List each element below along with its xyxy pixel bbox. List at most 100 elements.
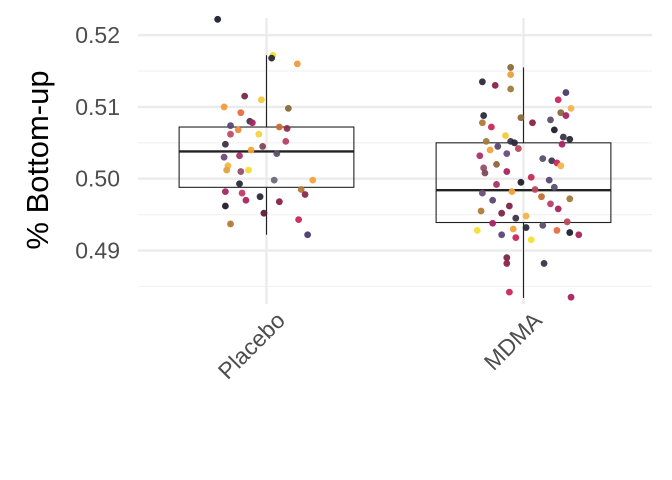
data-point — [493, 181, 500, 188]
data-point — [547, 200, 554, 208]
data-point — [304, 231, 312, 239]
data-point — [540, 260, 548, 267]
y-axis-ticks: 0.49 0.50 0.51 0.52 — [75, 22, 120, 263]
data-point — [503, 168, 511, 175]
data-point — [237, 109, 245, 117]
data-point — [503, 150, 511, 157]
data-point — [566, 195, 574, 203]
data-point — [295, 216, 303, 224]
data-point — [476, 152, 484, 160]
data-point — [282, 137, 290, 145]
data-point — [538, 193, 545, 201]
data-point — [259, 143, 267, 150]
data-point — [548, 157, 556, 165]
data-point — [566, 135, 574, 143]
data-point — [478, 189, 486, 197]
data-point — [554, 96, 562, 104]
data-point — [547, 116, 554, 124]
data-point — [505, 288, 513, 296]
data-point — [284, 104, 292, 112]
x-tick-label: MDMA — [479, 307, 548, 376]
data-point — [550, 126, 558, 134]
data-point — [529, 119, 536, 127]
data-point — [482, 137, 490, 145]
data-point — [309, 176, 317, 184]
data-point — [477, 207, 485, 215]
data-point — [554, 205, 562, 213]
data-point — [512, 234, 520, 241]
data-point — [508, 188, 516, 196]
data-point — [503, 260, 511, 267]
data-point — [268, 54, 276, 62]
data-point — [539, 155, 547, 163]
data-point — [567, 104, 575, 112]
data-point — [473, 227, 481, 234]
data-point — [575, 231, 583, 239]
data-point — [257, 96, 265, 104]
data-point — [301, 191, 309, 198]
data-point — [567, 293, 575, 301]
data-point — [260, 209, 268, 217]
data-point — [498, 209, 506, 217]
data-point — [221, 202, 229, 210]
data-point — [558, 140, 566, 148]
data-point — [505, 202, 513, 210]
data-point — [297, 186, 305, 193]
data-point — [223, 166, 231, 174]
data-point — [507, 85, 515, 93]
data-point — [242, 196, 250, 204]
data-point — [502, 132, 509, 140]
data-point — [293, 60, 301, 68]
data-point — [220, 153, 228, 161]
data-point — [478, 119, 486, 127]
data-point — [507, 64, 515, 71]
data-point — [241, 92, 249, 100]
data-point — [237, 168, 245, 175]
data-point — [221, 140, 229, 148]
iqr-box — [178, 126, 355, 188]
data-point — [494, 143, 502, 150]
x-tick-label: Placebo — [213, 307, 290, 384]
data-point — [557, 162, 565, 170]
box-placebo — [178, 55, 355, 235]
y-tick-label: 0.51 — [75, 94, 120, 120]
data-point — [512, 214, 520, 222]
data-point — [522, 212, 530, 220]
data-point — [507, 71, 515, 79]
data-point — [255, 130, 263, 138]
data-point — [221, 188, 229, 196]
data-point — [489, 196, 497, 204]
box-layer — [178, 55, 612, 298]
data-point — [566, 229, 574, 236]
data-point — [487, 123, 495, 131]
x-axis-ticks: Placebo MDMA — [213, 307, 548, 385]
data-point — [498, 231, 506, 239]
data-point — [503, 254, 511, 262]
data-point — [273, 150, 281, 157]
data-point — [486, 146, 494, 154]
data-point — [553, 227, 561, 234]
grid-lines — [138, 18, 652, 304]
y-tick-label: 0.49 — [75, 238, 120, 264]
data-point — [514, 145, 522, 152]
data-point — [527, 236, 535, 244]
data-point — [509, 225, 517, 233]
data-point — [220, 103, 228, 111]
data-point — [214, 15, 222, 23]
data-point — [550, 183, 558, 191]
data-point — [236, 152, 243, 160]
data-point — [517, 178, 525, 186]
data-point — [227, 220, 234, 228]
data-point — [491, 81, 499, 89]
data-point — [248, 119, 256, 127]
data-point — [283, 125, 291, 132]
data-point — [481, 169, 489, 177]
data-point — [270, 176, 278, 184]
data-point — [227, 130, 234, 138]
iqr-box — [435, 142, 612, 224]
y-tick-label: 0.52 — [75, 22, 120, 48]
data-point — [489, 219, 497, 227]
data-point — [275, 198, 283, 206]
data-point — [256, 193, 264, 201]
data-point — [511, 139, 518, 147]
